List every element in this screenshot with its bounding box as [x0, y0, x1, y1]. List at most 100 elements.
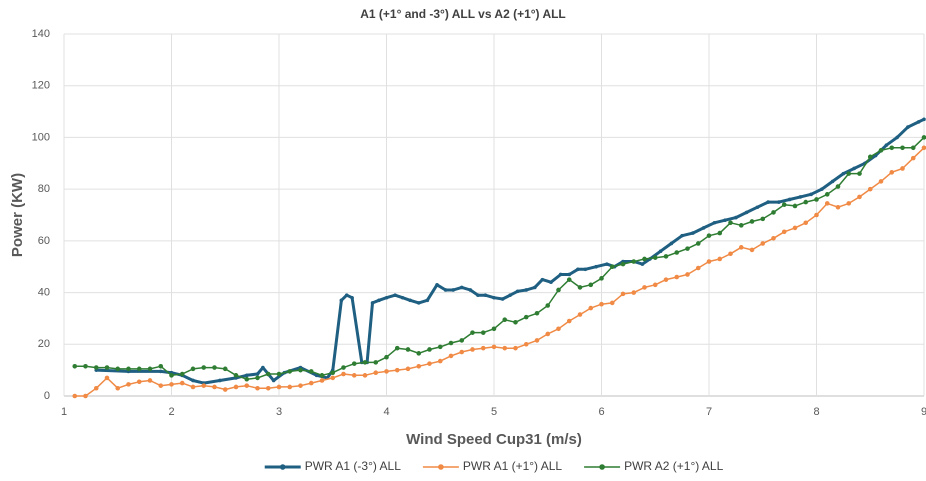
data-point	[820, 187, 824, 191]
data-point	[706, 233, 712, 238]
data-point	[824, 201, 830, 206]
data-point	[427, 347, 432, 352]
data-point	[72, 363, 78, 369]
y-tick-label: 60	[38, 235, 50, 247]
data-point	[448, 340, 454, 346]
data-point	[760, 216, 766, 222]
data-point	[771, 210, 776, 215]
data-point	[319, 378, 325, 383]
data-point	[803, 220, 809, 226]
data-point	[271, 378, 276, 383]
legend-label: PWR A1 (-3°) ALL	[305, 459, 401, 473]
data-point	[674, 274, 680, 280]
data-point	[480, 345, 486, 351]
data-point	[738, 223, 744, 228]
data-point	[824, 192, 830, 197]
x-tick-label: 3	[276, 406, 282, 418]
data-point	[233, 373, 239, 378]
data-point	[459, 338, 465, 343]
data-point	[373, 370, 379, 376]
data-point	[405, 366, 411, 372]
data-point	[524, 288, 529, 292]
data-point	[605, 262, 609, 266]
data-point	[921, 145, 926, 151]
data-point	[814, 197, 819, 202]
data-point	[448, 353, 454, 359]
data-point	[201, 365, 207, 370]
series	[94, 117, 926, 385]
data-point	[685, 272, 690, 277]
data-point	[749, 219, 755, 224]
data-point	[190, 366, 196, 372]
data-point	[723, 218, 727, 222]
data-point	[416, 363, 422, 369]
data-point	[330, 375, 336, 381]
series-line	[74, 147, 925, 397]
data-point	[370, 301, 375, 305]
data-point	[492, 295, 496, 300]
data-point	[867, 186, 873, 192]
data-point	[261, 365, 265, 370]
y-tick-label: 120	[32, 80, 50, 92]
data-point	[910, 155, 916, 161]
data-point	[298, 367, 303, 373]
data-point	[377, 298, 381, 303]
data-point	[93, 385, 99, 391]
data-point	[814, 212, 819, 218]
data-point	[652, 255, 658, 260]
data-point	[609, 264, 615, 270]
data-point	[620, 261, 626, 267]
data-point	[663, 277, 669, 282]
data-point	[631, 290, 637, 295]
data-point	[803, 199, 809, 205]
y-tick-label: 100	[32, 131, 50, 143]
data-point	[451, 288, 455, 292]
data-point	[222, 366, 228, 372]
data-point	[362, 373, 368, 378]
data-point	[534, 310, 540, 316]
legend-item: PWR A1 (-3°) ALL	[264, 459, 401, 473]
data-point	[72, 393, 78, 399]
data-point	[104, 365, 110, 370]
data-point	[781, 229, 787, 235]
data-point	[566, 277, 572, 282]
data-point	[351, 373, 357, 378]
data-point	[878, 148, 884, 153]
data-point	[599, 276, 604, 281]
data-point	[470, 347, 475, 352]
data-point	[583, 267, 588, 272]
data-point	[652, 282, 658, 288]
data-point	[922, 117, 926, 122]
data-point	[344, 293, 349, 297]
data-point	[900, 145, 905, 151]
data-point	[212, 384, 217, 390]
data-point	[566, 318, 572, 324]
x-tick-label: 7	[706, 406, 712, 418]
data-point	[502, 317, 508, 323]
data-point	[910, 145, 916, 151]
data-point	[308, 369, 314, 374]
data-point	[115, 366, 121, 372]
series	[72, 135, 926, 382]
data-point	[663, 254, 669, 259]
data-point	[792, 225, 798, 231]
data-point	[556, 287, 561, 293]
data-point	[276, 384, 282, 390]
y-tick-label: 0	[44, 390, 50, 402]
data-point	[701, 226, 706, 230]
data-point	[136, 379, 142, 385]
data-point	[233, 384, 239, 390]
data-point	[717, 230, 723, 236]
data-point	[631, 259, 637, 264]
data-point	[350, 295, 354, 300]
y-tick-label: 80	[38, 183, 50, 195]
x-tick-label: 8	[813, 406, 819, 418]
data-point	[685, 246, 690, 251]
data-point	[558, 272, 563, 277]
data-point	[695, 265, 701, 271]
data-point	[83, 363, 88, 369]
data-point	[556, 326, 561, 332]
data-point	[351, 361, 357, 366]
x-axis-title: Wind Speed Cup31 (m/s)	[406, 431, 582, 448]
